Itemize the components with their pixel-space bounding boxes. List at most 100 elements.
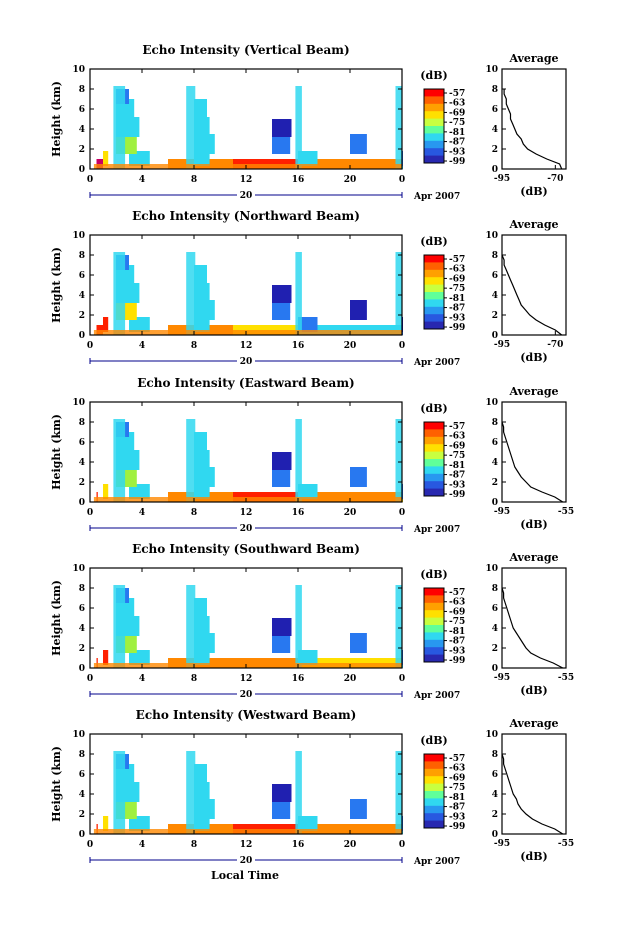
heatmap-cell [350, 799, 367, 819]
colorbar-segment [424, 436, 444, 445]
y-tick-label: 6 [79, 105, 85, 115]
y-tick-label: 8 [79, 418, 85, 428]
heatmap-cell [194, 764, 207, 784]
x-tick-label: 20 [344, 840, 357, 850]
average-y-tick-label: 0 [492, 498, 498, 508]
colorbar-tick-label: -69 [449, 773, 465, 783]
average-y-tick-label: 8 [492, 251, 498, 261]
average-y-tick-label: 6 [492, 105, 498, 115]
heatmap-cell [272, 265, 292, 285]
heatmap-cell [350, 134, 367, 154]
date-month-year-label: Apr 2007 [413, 192, 460, 202]
heatmap-cell [194, 816, 210, 831]
heatmap-plume [113, 585, 126, 668]
y-tick-label: 4 [79, 291, 85, 301]
average-plot-frame [501, 401, 567, 503]
colorbar-tick-label: -75 [449, 118, 465, 128]
y-axis-label: Height (km) [50, 247, 63, 323]
average-x-tick-label: -55 [558, 839, 574, 849]
heatmap-cell [272, 598, 292, 618]
y-tick-label: 0 [79, 830, 85, 840]
colorbar-tick-label: -93 [449, 480, 465, 490]
heatmap-cells [93, 69, 403, 169]
x-tick-label: 16 [292, 341, 305, 351]
heatmap-surface-layer [93, 829, 403, 834]
heatmap-cells [93, 734, 403, 834]
x-tick-label: 4 [139, 674, 145, 684]
colorbar-frame [423, 88, 445, 164]
heatmap-cell [194, 650, 210, 665]
average-x-axis-label: (dB) [520, 518, 547, 531]
heatmap-cell [194, 799, 215, 819]
colorbar-segment [424, 255, 444, 263]
heatmap-cell [194, 484, 210, 499]
colorbar-tick-label: -93 [449, 812, 465, 822]
colorbar-unit: (dB) [420, 568, 447, 581]
colorbar-tick-label: -93 [449, 147, 465, 157]
heatmap-cell [272, 402, 298, 427]
colorbar-segment [424, 768, 444, 777]
average-profile-line [503, 89, 563, 170]
date-day-label: 20 [240, 357, 253, 367]
colorbar-unit: (dB) [420, 734, 447, 747]
average-x-tick-label: -70 [547, 340, 563, 350]
y-tick-label: 0 [79, 165, 85, 175]
colorbar-frame [423, 254, 445, 330]
average-y-tick-label: 0 [492, 331, 498, 341]
y-tick-label: 2 [79, 478, 85, 488]
heatmap-cell [272, 764, 292, 784]
colorbar-segment [424, 269, 444, 278]
colorbar-segment [424, 140, 444, 149]
date-label-bg [237, 855, 255, 865]
x-tick-label: 4 [139, 341, 145, 351]
heatmap-cell [194, 633, 215, 653]
x-tick-label: 20 [344, 508, 357, 518]
colorbar-tick-label: -69 [449, 441, 465, 451]
y-tick-label: 6 [79, 271, 85, 281]
heatmap-cell [272, 69, 298, 94]
colorbar-segment [424, 262, 444, 271]
average-profile-line [501, 421, 564, 503]
heatmap-plume [186, 252, 196, 335]
colorbar-tick-label: -57 [449, 422, 465, 432]
heatmap-cell [194, 99, 207, 119]
average-y-tick-label: 0 [492, 830, 498, 840]
colorbar-tick-label: -63 [449, 598, 465, 608]
average-title: Average [508, 385, 558, 398]
heatmap-surface-layer [93, 330, 403, 335]
colorbar-segment [424, 813, 444, 822]
colorbar-segment [424, 473, 444, 482]
heatmap-cell [350, 633, 367, 653]
x-tick-label: 8 [191, 341, 197, 351]
heatmap-cell [194, 317, 210, 332]
x-tick-label: 12 [240, 341, 253, 351]
y-tick-label: 10 [72, 730, 85, 740]
heatmap-cell [194, 151, 210, 166]
heatmap-cell [272, 616, 292, 636]
colorbar-tick-label: -57 [449, 754, 465, 764]
x-tick-label: 8 [191, 674, 197, 684]
heatmap-cell [298, 317, 318, 332]
x-tick-label: 20 [344, 175, 357, 185]
colorbar-frame [423, 587, 445, 663]
y-axis-label: Height (km) [50, 746, 63, 822]
colorbar-tick-label: -99 [449, 656, 465, 666]
average-x-axis-label: (dB) [520, 850, 547, 863]
date-label-bg [237, 689, 255, 699]
average-y-tick-label: 8 [492, 750, 498, 760]
panel-title: Echo Intensity (Eastward Beam) [137, 376, 354, 390]
colorbar-segment [424, 632, 444, 641]
colorbar-segment [424, 595, 444, 604]
colorbar-segment [424, 647, 444, 656]
heatmap-cells [93, 235, 403, 335]
y-tick-label: 4 [79, 790, 85, 800]
heatmap-cell [272, 235, 298, 260]
heatmap-cell [194, 117, 210, 137]
average-y-tick-label: 10 [485, 730, 498, 740]
x-tick-label: 20 [344, 341, 357, 351]
heatmap-plume [295, 252, 302, 335]
heatmap-cell [194, 467, 215, 487]
y-tick-label: 2 [79, 810, 85, 820]
average-y-tick-label: 4 [492, 624, 498, 634]
heatmap-cell [103, 650, 109, 665]
